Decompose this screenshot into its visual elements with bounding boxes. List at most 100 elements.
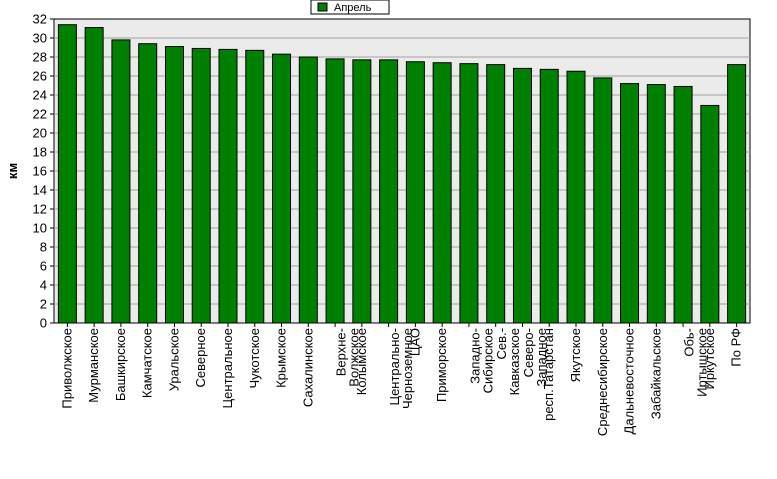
- x-tick-label: Сахалинское: [300, 328, 315, 407]
- bar: [272, 53, 292, 324]
- x-tick-label: Северное: [193, 328, 208, 387]
- x-tick-label: Приволжское: [59, 328, 74, 409]
- legend-label: Апрель: [334, 2, 372, 14]
- x-tick-label-line: Колымское: [354, 328, 369, 395]
- x-tick-label: Среднесибирское: [595, 328, 610, 436]
- x-tick-label: Уральское: [166, 328, 181, 391]
- x-tick-label-line: Северное: [193, 328, 208, 387]
- bar: [459, 63, 479, 324]
- x-tick-label-line: Приморское: [434, 328, 449, 402]
- x-tick-label: Башкирское: [113, 328, 128, 401]
- y-tick-label: 18: [33, 145, 47, 160]
- bars: [57, 24, 747, 324]
- x-tick-label: Дальневосточное: [622, 328, 637, 434]
- bar: [325, 58, 345, 324]
- x-tick-label: Иркутское: [702, 328, 717, 390]
- x-tick-label: респ.Татарстан: [541, 328, 556, 421]
- x-tick-label-line: Чукотское: [247, 328, 262, 389]
- bar: [84, 27, 104, 324]
- x-tick-label-line: Волжское: [347, 328, 362, 387]
- x-tick-label-line: Кавказское: [507, 328, 522, 395]
- x-tick-label-line: Черноземное: [400, 328, 415, 409]
- x-tick-label-line: Иртышское: [695, 328, 710, 397]
- x-tick-label: Северо-Западное: [521, 328, 549, 387]
- bar: [566, 70, 586, 324]
- y-tick-label: 30: [33, 31, 47, 46]
- x-tick-label: Сев.-Кавказское: [494, 328, 522, 395]
- x-tick-label-line: Уральское: [166, 328, 181, 391]
- y-tick-label: 20: [33, 126, 47, 141]
- bar: [512, 67, 532, 324]
- x-tick-label: Приморское: [434, 328, 449, 402]
- x-tick-label-line: Сахалинское: [300, 328, 315, 407]
- x-tick-label: ЦАО: [407, 328, 422, 356]
- bar: [164, 46, 184, 324]
- x-tick-label-line: Западно-: [467, 328, 482, 384]
- x-tick-label: Верхне-Волжское: [334, 328, 362, 387]
- bar: [539, 68, 559, 324]
- x-tick-label: Западно-Сибирское: [467, 328, 495, 393]
- y-tick-label: 32: [33, 12, 47, 27]
- x-tick-label-line: Сибирское: [480, 328, 495, 393]
- y-axis-label: км: [5, 163, 20, 179]
- x-tick-label-line: Дальневосточное: [622, 328, 637, 434]
- x-tick-label-line: Центрально-: [387, 328, 402, 406]
- bar: [727, 64, 747, 324]
- y-tick-label: 10: [33, 221, 47, 236]
- x-tick-label-line: Северо-: [521, 328, 536, 377]
- x-tick-label: Центрально-Черноземное: [387, 328, 415, 409]
- bar: [191, 47, 211, 324]
- y-tick-label: 12: [33, 202, 47, 217]
- x-tick-label: Чукотское: [247, 328, 262, 389]
- y-tick-label: 26: [33, 69, 47, 84]
- x-tick-label-line: Среднесибирское: [595, 328, 610, 436]
- x-tick-label-line: Обь-: [682, 328, 697, 357]
- x-tick-label-line: Центральное: [220, 328, 235, 408]
- x-tick-label: Камчатское: [140, 328, 155, 398]
- x-tick-label: Забайкальское: [648, 328, 663, 419]
- bar: [646, 84, 666, 324]
- bar: [700, 104, 720, 324]
- bar: [138, 43, 158, 324]
- x-tick-label-line: ЦАО: [407, 328, 422, 356]
- x-tick-label-line: Иркутское: [702, 328, 717, 390]
- y-tick-label: 6: [40, 259, 47, 274]
- y-tick-label: 2: [40, 297, 47, 312]
- x-tick-label-line: Мурманское: [86, 328, 101, 403]
- x-tick-label: Обь-Иртышское: [682, 328, 710, 397]
- x-tick-label-line: респ.Татарстан: [541, 328, 556, 421]
- y-tick-label: 28: [33, 50, 47, 65]
- x-tick-label-line: Башкирское: [113, 328, 128, 401]
- legend-box: [310, 0, 390, 15]
- y-tick-label: 16: [33, 164, 47, 179]
- y-tick-label: 24: [33, 88, 47, 103]
- x-tick-label-line: Западное: [534, 328, 549, 387]
- bar: [245, 49, 265, 324]
- y-tick-label: 8: [40, 240, 47, 255]
- y-tick-label: 22: [33, 107, 47, 122]
- bar: [673, 85, 693, 324]
- x-tick-label-line: Сев.-: [494, 328, 509, 359]
- x-tick-label-line: Якутское: [568, 328, 583, 382]
- bar: [57, 24, 77, 324]
- bar: [432, 62, 452, 324]
- y-tick-label: 14: [33, 183, 47, 198]
- x-tick-label: Центральное: [220, 328, 235, 408]
- x-tick-label: Колымское: [354, 328, 369, 395]
- bar: [405, 61, 425, 324]
- x-tick-label-line: Приволжское: [59, 328, 74, 409]
- y-tick-label: 0: [40, 316, 47, 331]
- legend: Апрель: [310, 0, 390, 15]
- bar: [352, 59, 372, 324]
- x-tick-label-line: По РФ: [729, 328, 744, 367]
- y-tick-label: 4: [40, 278, 47, 293]
- bar: [593, 77, 613, 324]
- x-tick-label-line: Крымское: [274, 328, 289, 388]
- x-tick-label: По РФ: [729, 328, 744, 367]
- bar: [218, 48, 238, 324]
- x-tick-label: Якутское: [568, 328, 583, 382]
- x-tick-label-line: Камчатское: [140, 328, 155, 398]
- x-axis-labels: Приволжское Мурманское Башкирское Камчатско…: [59, 323, 744, 436]
